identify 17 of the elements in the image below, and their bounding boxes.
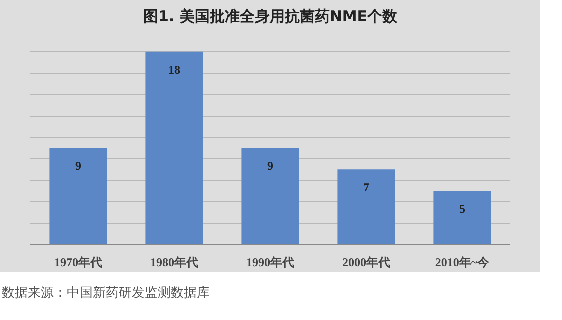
data-label: 18 <box>168 62 180 77</box>
bar <box>50 148 108 244</box>
bar <box>146 52 204 244</box>
data-label: 7 <box>364 180 370 195</box>
bar <box>242 148 300 244</box>
x-tick-label: 2010年~今 <box>435 256 491 270</box>
x-tick-label: 1990年代 <box>246 256 294 270</box>
data-label: 9 <box>76 159 82 174</box>
data-label: 9 <box>268 159 274 174</box>
bar <box>434 191 492 244</box>
x-tick-label: 2000年代 <box>342 256 390 270</box>
chart-title: 图1. 美国批准全身用抗菌药NME个数 <box>143 8 399 26</box>
bar <box>338 170 396 244</box>
x-tick-label: 1970年代 <box>54 256 102 270</box>
data-label: 5 <box>460 202 466 216</box>
x-tick-label: 1980年代 <box>150 256 198 270</box>
source-note: 数据来源：中国新药研发监测数据库 <box>2 285 210 303</box>
